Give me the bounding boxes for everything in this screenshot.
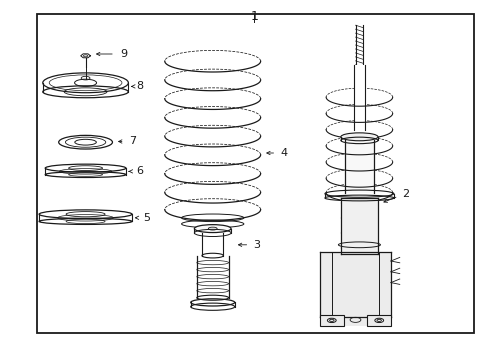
Text: 2: 2 <box>401 189 408 199</box>
Bar <box>340 198 377 254</box>
Text: 1: 1 <box>250 10 258 23</box>
Ellipse shape <box>340 133 377 141</box>
Text: 8: 8 <box>136 81 143 91</box>
Text: 7: 7 <box>128 136 136 147</box>
Bar <box>344 140 373 193</box>
Bar <box>37 14 473 333</box>
Text: 4: 4 <box>280 148 287 158</box>
Text: 3: 3 <box>253 240 260 250</box>
Ellipse shape <box>194 225 231 233</box>
Bar <box>319 315 343 326</box>
Text: 9: 9 <box>120 49 127 59</box>
Bar <box>353 65 365 130</box>
Text: 5: 5 <box>143 213 150 223</box>
Text: 6: 6 <box>136 166 142 176</box>
Bar <box>367 315 390 326</box>
Bar <box>319 252 390 326</box>
